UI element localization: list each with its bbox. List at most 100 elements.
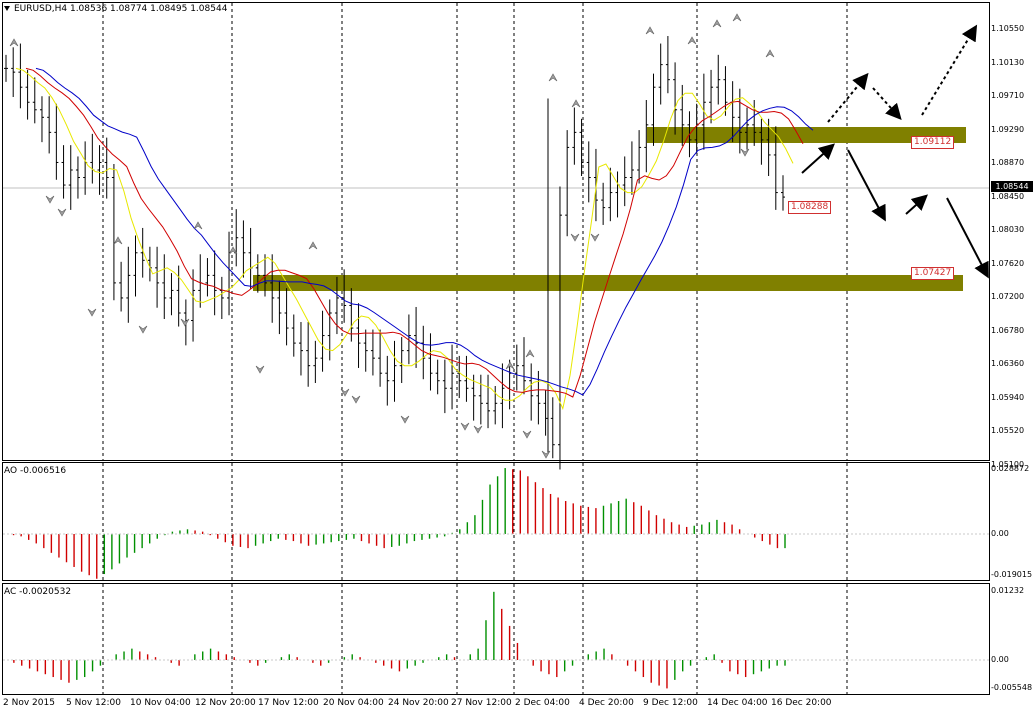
moving-average-line	[15, 67, 794, 411]
price-bar	[766, 118, 771, 177]
price-bar	[370, 329, 375, 376]
fractal-marker	[228, 246, 238, 255]
fractal-marker	[732, 13, 742, 22]
fractal-marker	[570, 233, 580, 242]
price-bar	[349, 288, 354, 342]
price-bar	[255, 254, 260, 293]
price-bar	[155, 246, 160, 308]
fractal-marker	[255, 365, 265, 374]
price-bar	[385, 355, 390, 406]
period-separators	[102, 3, 848, 694]
price-tick-label: 1.05940	[991, 392, 1025, 402]
price-bar	[752, 99, 757, 146]
fractal-marker	[687, 36, 697, 45]
price-tick-label: 1.10130	[991, 57, 1025, 67]
price-bar	[673, 62, 678, 135]
price-bar	[176, 265, 181, 327]
ao-header: AO -0.006516	[4, 466, 67, 476]
fractal-marker	[740, 148, 750, 157]
price-bar	[781, 175, 785, 211]
price-bar	[241, 220, 246, 278]
fractal-marker	[138, 325, 148, 334]
price-bar	[665, 36, 670, 94]
fractal-marker	[712, 19, 722, 28]
price-bar	[90, 133, 95, 184]
price-bar	[572, 107, 577, 165]
price-bar	[651, 73, 656, 146]
main-header: EURUSD,H4 1.08536 1.08774 1.08495 1.0854…	[4, 4, 227, 14]
fractal-marker	[400, 415, 410, 424]
fractal-marker	[525, 349, 535, 358]
price-bar	[75, 156, 80, 199]
price-tick-label: 1.07200	[991, 292, 1025, 301]
price-bar	[313, 340, 318, 383]
price-bar	[486, 374, 491, 429]
forecast-arrow-dotted-target	[921, 24, 978, 116]
forecast-arrow-down	[847, 149, 886, 222]
level-tag-high[interactable]: 1.09112	[911, 136, 955, 149]
fractal-marker	[87, 308, 97, 317]
ao-axis-zero: 0.00	[991, 529, 1009, 538]
fractal-marker	[180, 318, 190, 327]
price-bar	[514, 344, 519, 391]
price-bar	[32, 77, 37, 124]
price-bar	[140, 227, 145, 278]
forecast-arrow-retest	[905, 194, 928, 215]
price-bar	[637, 130, 642, 184]
price-bar	[320, 310, 325, 372]
price-bar	[586, 141, 591, 203]
price-bar	[270, 254, 275, 323]
fractal-marker	[460, 422, 470, 431]
low-price-tag[interactable]: 1.08288	[788, 201, 832, 214]
moving-average-line	[35, 67, 814, 396]
price-bar	[622, 156, 627, 207]
price-tick-label: 1.08030	[991, 225, 1025, 234]
price-bar	[557, 186, 562, 470]
price-bar	[126, 246, 131, 323]
time-tick-label: 2 Dec 04:00	[515, 698, 570, 708]
price-bar	[478, 374, 483, 425]
price-bar	[248, 227, 253, 289]
fractal-marker	[473, 425, 483, 434]
price-bar	[759, 118, 764, 165]
fractal-marker	[9, 38, 19, 47]
fractal-marker	[548, 73, 558, 82]
price-bar	[47, 96, 52, 154]
price-bar	[18, 43, 23, 109]
moving-averages	[15, 67, 814, 411]
support-resistance-zones[interactable]	[253, 127, 966, 291]
forecast-arrows[interactable]	[801, 24, 989, 279]
fractal-marker	[340, 388, 350, 397]
price-bar	[68, 145, 73, 210]
price-bar	[579, 118, 584, 177]
resistance-zone-1.09112	[647, 127, 966, 143]
fractal-marker	[590, 233, 600, 242]
price-tick-label: 1.08870	[991, 158, 1025, 167]
price-bars	[4, 36, 785, 470]
level-tag-low[interactable]: 1.07427	[911, 267, 955, 280]
price-bar	[709, 69, 714, 124]
fractal-marker	[308, 241, 318, 250]
price-bar	[442, 359, 447, 414]
price-tick-label: 1.10550	[991, 24, 1025, 33]
price-bar	[644, 99, 649, 173]
price-bar	[435, 359, 440, 395]
ao-panel-border	[2, 462, 990, 581]
price-bar	[39, 96, 44, 143]
ao-axis-max: 0.028872	[991, 464, 1030, 473]
time-tick-label: 2 Nov 2015	[3, 698, 55, 708]
ac-axis-zero: 0.00	[991, 655, 1009, 664]
price-bar	[162, 254, 167, 320]
price-bar	[615, 171, 620, 218]
time-tick-label: 9 Dec 12:00	[643, 698, 698, 708]
price-bar	[334, 276, 339, 335]
price-bar	[529, 363, 534, 421]
fractal-markers	[9, 13, 775, 459]
price-tick-label: 1.09710	[991, 91, 1025, 100]
price-bar	[298, 322, 303, 376]
current-price-label: 1.08544	[991, 181, 1033, 192]
dropdown-triangle-icon[interactable]	[4, 6, 10, 11]
time-tick-label: 16 Dec 20:00	[771, 698, 832, 708]
price-bar	[191, 269, 196, 342]
